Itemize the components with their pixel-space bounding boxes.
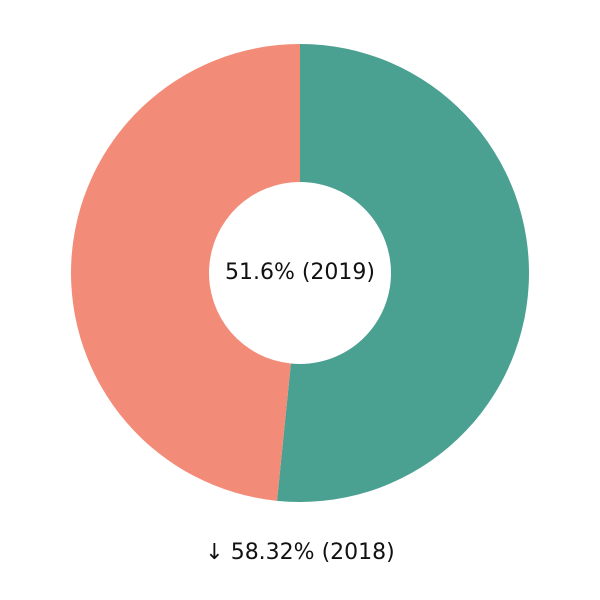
donut-slice-0 [277, 44, 529, 502]
footer-label: ↓ 58.32% (2018) [205, 540, 395, 565]
center-label: 51.6% (2019) [224, 260, 376, 285]
donut-slice-1 [70, 44, 300, 501]
